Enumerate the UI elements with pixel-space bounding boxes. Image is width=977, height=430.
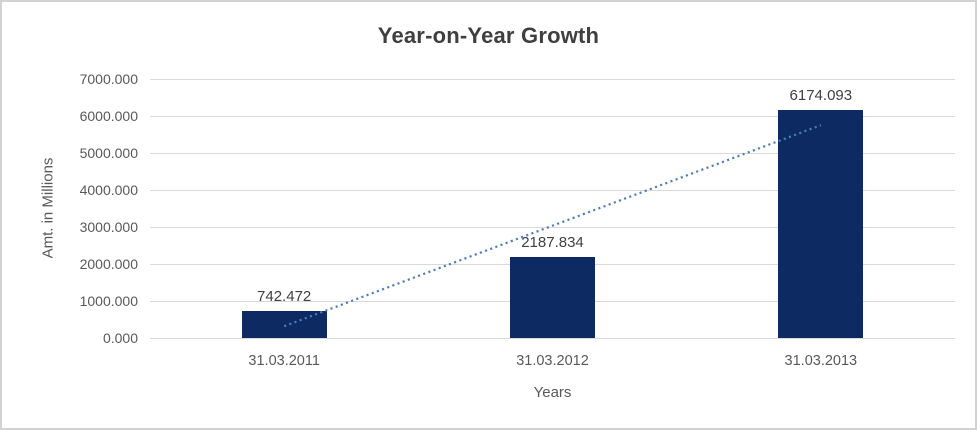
trendline-svg: [283, 124, 822, 328]
gridline: [150, 153, 955, 154]
bar: [778, 109, 864, 338]
x-tick-label: 31.03.2011: [248, 353, 320, 369]
x-tick-label: 31.03.2012: [516, 353, 589, 369]
bar-value-label: 6174.093: [789, 86, 853, 104]
y-tick-label: 3000.000: [79, 219, 138, 235]
chart-title: Year-on-Year Growth: [377, 23, 600, 48]
bar-value-label: 742.472: [257, 287, 312, 305]
bar-value-label: 2187.834: [521, 234, 584, 252]
bar: [241, 310, 327, 338]
bar: [510, 257, 595, 338]
y-tick-label: 6000.000: [79, 108, 138, 124]
trendline: [283, 124, 822, 328]
gridline: [150, 190, 955, 191]
x-tick-label: 31.03.2013: [784, 353, 858, 369]
x-axis-title: Years: [533, 384, 572, 401]
plot-area: 742.472 2187.834 6174.093: [150, 79, 955, 339]
y-tick-label: 1000.000: [79, 293, 138, 309]
gridline: [150, 79, 955, 80]
gridline: [150, 338, 955, 339]
y-tick-label: 4000.000: [79, 182, 138, 198]
y-axis-title: Amt. in Millions: [39, 157, 57, 259]
y-tick-label: 2000.000: [79, 256, 138, 272]
y-tick-label: 7000.000: [79, 71, 138, 87]
y-tick-label: 0.000: [102, 330, 138, 346]
gridline: [150, 227, 955, 228]
gridline: [150, 116, 955, 117]
y-tick-label: 5000.000: [79, 145, 138, 161]
